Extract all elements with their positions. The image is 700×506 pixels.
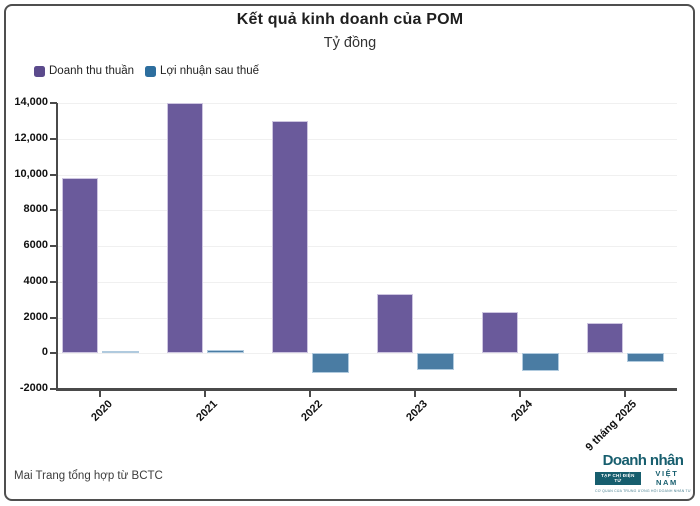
logo-country: VIỆT NAM	[655, 469, 679, 487]
y-axis-line	[56, 103, 58, 391]
legend-item-profit: Lợi nhuận sau thuế	[145, 65, 259, 77]
bar-revenue-1	[62, 178, 98, 354]
y-axis-tick	[50, 102, 57, 104]
chart-subtitle: Tỷ đồng	[323, 35, 377, 51]
y-tick-label: 2000	[23, 310, 48, 323]
y-axis-tick	[50, 316, 57, 319]
y-tick-label: 4000	[23, 274, 48, 287]
gridline	[57, 103, 677, 104]
y-tick-label: 14,000	[14, 96, 48, 108]
y-tick-label: 12,000	[14, 131, 48, 144]
gridline	[57, 138, 677, 140]
y-axis-tick	[50, 388, 57, 390]
logo-badge: TẠP CHÍ ĐIỆN TỬ	[595, 471, 641, 485]
y-tick-label: 6000	[23, 239, 48, 251]
x-axis-tick	[624, 390, 626, 397]
x-axis-tick	[204, 390, 206, 397]
gridline	[57, 246, 677, 247]
x-axis-tick	[414, 390, 416, 397]
y-axis-tick	[50, 245, 57, 247]
chart-title: Kết quả kinh doanh của POM	[236, 11, 464, 28]
bar-profit-4	[417, 353, 454, 371]
bar-profit-5	[522, 353, 559, 372]
gridline	[57, 281, 677, 283]
x-axis-tick	[519, 390, 521, 397]
legend-label: Lợi nhuận sau thuế	[160, 65, 260, 77]
y-axis-tick	[50, 280, 57, 283]
legend-swatch-icon	[34, 65, 45, 77]
y-axis-tick	[50, 209, 57, 212]
legend: Doanh thu thuần Lợi nhuận sau thuế	[34, 65, 259, 77]
bar-profit-1	[102, 351, 139, 354]
legend-item-revenue: Doanh thu thuần	[34, 65, 134, 77]
y-axis-tick	[50, 173, 57, 176]
chart-card	[4, 4, 695, 501]
bar-revenue-2	[167, 103, 203, 354]
bar-revenue-4	[377, 294, 413, 354]
bar-revenue-5	[482, 312, 518, 354]
x-axis-tick	[99, 390, 101, 397]
y-axis-tick	[50, 352, 57, 355]
bar-profit-2	[207, 349, 244, 354]
x-axis-line	[57, 387, 677, 391]
x-axis-tick	[309, 390, 311, 397]
gridline	[57, 353, 677, 355]
y-axis-tick	[50, 137, 57, 140]
logo-tagline: CƠ QUAN CỦA TRUNG ƯƠNG HỘI DOANH NHÂN TƯ…	[595, 488, 691, 493]
publisher-logo: Doanh nhân TẠP CHÍ ĐIỆN TỬ VIỆT NAM CƠ Q…	[595, 453, 691, 493]
gridline	[57, 174, 677, 176]
y-tick-label: -2000	[19, 382, 48, 394]
legend-swatch-icon	[145, 65, 157, 77]
legend-label: Doanh thu thuần	[49, 65, 135, 77]
logo-wordmark: Doanh nhân	[602, 452, 684, 469]
bar-profit-6	[627, 353, 664, 363]
bar-profit-3	[312, 353, 349, 373]
y-tick-label: 0	[41, 346, 48, 359]
y-tick-label: 8000	[23, 203, 48, 216]
source-note: Mai Trang tổng hợp từ BCTC	[14, 470, 163, 482]
logo-badge-row: TẠP CHÍ ĐIỆN TỬ VIỆT NAM	[595, 469, 691, 487]
gridline	[57, 317, 677, 319]
gridline	[57, 210, 677, 212]
y-tick-label: 10,000	[14, 167, 48, 180]
bar-revenue-3	[272, 120, 308, 354]
bar-revenue-6	[587, 322, 623, 354]
